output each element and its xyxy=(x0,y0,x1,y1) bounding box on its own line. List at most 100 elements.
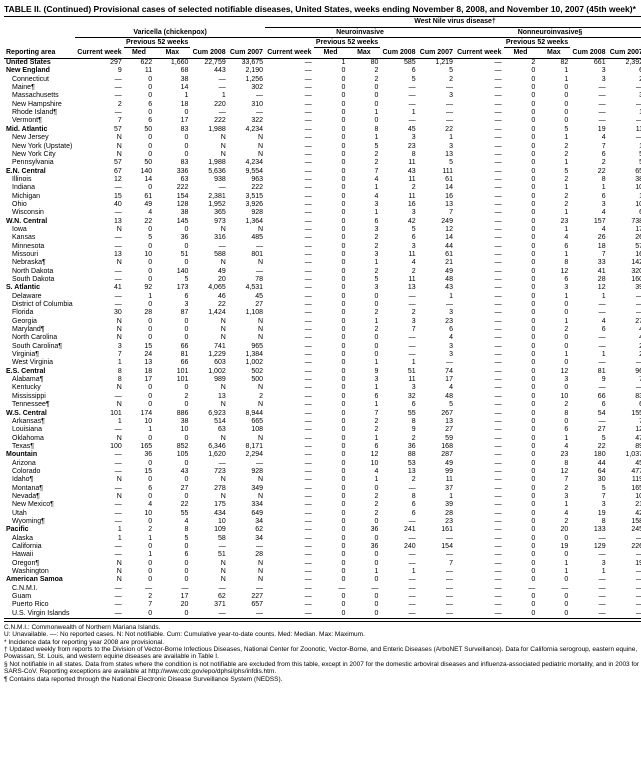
data-cell: — xyxy=(380,517,417,525)
data-cell: 5 xyxy=(154,534,190,542)
area-cell: Alaska xyxy=(4,534,75,542)
h-max: Max xyxy=(154,48,190,58)
data-cell: 0 xyxy=(504,234,538,242)
area-cell: Utah xyxy=(4,509,75,517)
data-cell: 7 xyxy=(608,417,641,425)
data-cell: 7 xyxy=(75,117,124,125)
data-cell: 10 xyxy=(537,392,570,400)
data-cell: 485 xyxy=(228,234,265,242)
data-cell: 1 xyxy=(124,292,154,300)
data-cell: — xyxy=(228,267,265,275)
data-cell: 14 xyxy=(124,175,154,183)
data-cell: 0 xyxy=(314,501,348,509)
data-cell: — xyxy=(455,58,504,67)
data-cell: N xyxy=(190,576,227,584)
data-cell: 0 xyxy=(347,334,380,342)
data-cell: 2,392 xyxy=(608,58,641,67)
data-cell: 965 xyxy=(228,342,265,350)
data-cell: 0 xyxy=(314,509,348,517)
data-cell: 83 xyxy=(154,125,190,133)
data-cell: — xyxy=(75,517,124,525)
data-cell: — xyxy=(75,267,124,275)
data-cell: — xyxy=(265,242,314,250)
data-cell: — xyxy=(455,250,504,258)
data-cell: 0 xyxy=(347,534,380,542)
data-cell: — xyxy=(504,584,538,592)
data-cell: — xyxy=(265,543,314,551)
data-cell: — xyxy=(455,601,504,609)
data-cell: 0 xyxy=(314,534,348,542)
data-cell: 0 xyxy=(537,609,570,618)
data-cell: 8,171 xyxy=(228,442,265,450)
data-cell: 0 xyxy=(504,109,538,117)
data-cell: — xyxy=(455,301,504,309)
data-cell: 2 xyxy=(537,200,570,208)
data-cell: 22 xyxy=(190,301,227,309)
table-row: Connecticut—038—1,256—0252—0132 xyxy=(4,75,641,83)
data-cell: 5 xyxy=(537,167,570,175)
data-cell: 0 xyxy=(314,276,348,284)
data-cell: 588 xyxy=(190,250,227,258)
data-cell: — xyxy=(455,317,504,325)
data-cell: 2 xyxy=(380,434,417,442)
data-cell: 8 xyxy=(154,526,190,534)
data-cell: 0 xyxy=(154,576,190,584)
data-cell: 0 xyxy=(347,484,380,492)
data-cell: 0 xyxy=(314,184,348,192)
data-cell: 0 xyxy=(537,359,570,367)
data-cell: — xyxy=(455,209,504,217)
data-cell: 0 xyxy=(154,492,190,500)
data-cell: 0 xyxy=(314,92,348,100)
area-cell: Florida xyxy=(4,309,75,317)
data-cell: 68 xyxy=(154,67,190,75)
area-cell: Maryland¶ xyxy=(4,326,75,334)
data-cell: 4 xyxy=(124,501,154,509)
data-cell: 20 xyxy=(154,601,190,609)
data-cell: — xyxy=(380,92,417,100)
data-cell: 45 xyxy=(608,459,641,467)
data-cell: 0 xyxy=(124,259,154,267)
data-cell: — xyxy=(265,351,314,359)
data-cell: 0 xyxy=(314,551,348,559)
data-cell: 585 xyxy=(380,58,417,67)
data-cell: 5 xyxy=(380,75,417,83)
data-cell: — xyxy=(380,301,417,309)
data-cell: — xyxy=(75,184,124,192)
data-cell: — xyxy=(75,392,124,400)
data-cell: — xyxy=(75,509,124,517)
data-cell: N xyxy=(228,476,265,484)
data-cell: 0 xyxy=(504,476,538,484)
area-cell: Arkansas¶ xyxy=(4,417,75,425)
data-cell: 1 xyxy=(314,58,348,67)
data-cell: 0 xyxy=(314,451,348,459)
data-cell: 665 xyxy=(228,417,265,425)
data-cell: 30 xyxy=(75,309,124,317)
data-cell: — xyxy=(265,384,314,392)
data-cell: 0 xyxy=(504,442,538,450)
data-cell: 0 xyxy=(537,100,570,108)
data-cell: 10 xyxy=(608,492,641,500)
data-cell: 477 xyxy=(608,467,641,475)
h-c07: Cum 2007 xyxy=(228,37,265,58)
data-cell: 0 xyxy=(154,225,190,233)
data-cell: 434 xyxy=(190,509,227,517)
data-cell: — xyxy=(265,92,314,100)
data-cell: 1 xyxy=(347,434,380,442)
data-cell: 365 xyxy=(190,209,227,217)
data-cell: 0 xyxy=(504,100,538,108)
data-cell: 28 xyxy=(124,309,154,317)
data-cell: — xyxy=(265,200,314,208)
data-cell: — xyxy=(75,292,124,300)
table-row: Texas¶1001658526,3468,171—0636168—042289 xyxy=(4,442,641,450)
data-cell: 0 xyxy=(347,84,380,92)
data-cell: — xyxy=(570,534,607,542)
data-cell: — xyxy=(265,509,314,517)
data-cell: 302 xyxy=(228,84,265,92)
data-cell: 0 xyxy=(314,426,348,434)
data-cell: N xyxy=(75,134,124,142)
data-cell: — xyxy=(570,301,607,309)
data-cell: N xyxy=(75,401,124,409)
data-cell: 0 xyxy=(124,92,154,100)
data-cell: N xyxy=(228,225,265,233)
data-cell: — xyxy=(380,334,417,342)
